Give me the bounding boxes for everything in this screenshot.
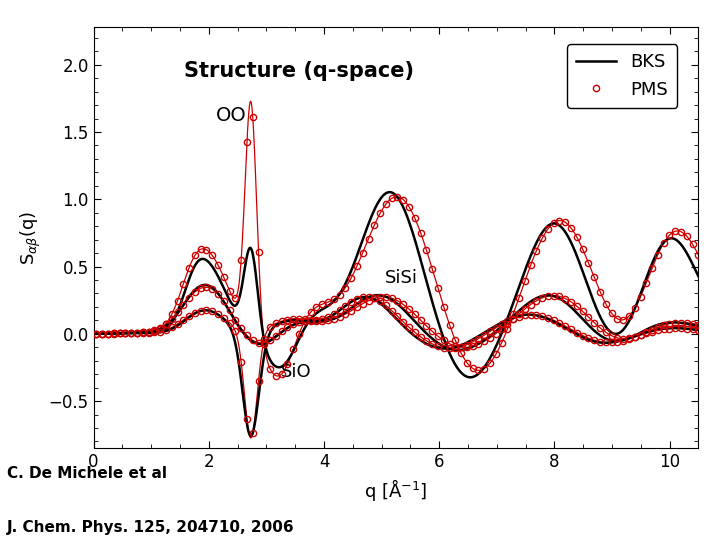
BKS bbox=[506, 307, 515, 314]
PMS bbox=[538, 235, 546, 242]
PMS bbox=[364, 235, 373, 242]
BKS bbox=[562, 231, 571, 238]
PMS bbox=[92, 330, 101, 337]
Text: SiO: SiO bbox=[281, 363, 312, 381]
Text: C. De Michele et al: C. De Michele et al bbox=[7, 465, 167, 481]
BKS bbox=[385, 189, 394, 195]
BKS bbox=[694, 273, 703, 280]
BKS bbox=[573, 254, 582, 261]
PMS bbox=[336, 292, 344, 298]
BKS bbox=[467, 374, 475, 381]
PMS bbox=[694, 252, 703, 258]
PMS bbox=[174, 298, 182, 304]
Legend: BKS, PMS: BKS, PMS bbox=[567, 44, 678, 107]
BKS bbox=[91, 330, 99, 337]
Line: PMS: PMS bbox=[94, 114, 701, 379]
Text: J. Chem. Phys. 125, 204710, 2006: J. Chem. Phys. 125, 204710, 2006 bbox=[7, 519, 294, 535]
PMS bbox=[544, 226, 552, 232]
PMS bbox=[248, 114, 257, 120]
BKS bbox=[152, 329, 161, 335]
Y-axis label: S$_{\alpha\beta}$(q): S$_{\alpha\beta}$(q) bbox=[19, 211, 43, 265]
Text: Structure (q-space): Structure (q-space) bbox=[184, 60, 414, 80]
PMS bbox=[271, 373, 280, 379]
BKS bbox=[356, 242, 365, 249]
Text: OO: OO bbox=[216, 106, 246, 125]
X-axis label: q [$\mathdefault{\AA}^{-1}$]: q [$\mathdefault{\AA}^{-1}$] bbox=[364, 477, 428, 503]
Text: SiSi: SiSi bbox=[384, 269, 418, 287]
PMS bbox=[98, 330, 107, 337]
BKS bbox=[335, 292, 343, 298]
Line: BKS: BKS bbox=[95, 192, 698, 377]
